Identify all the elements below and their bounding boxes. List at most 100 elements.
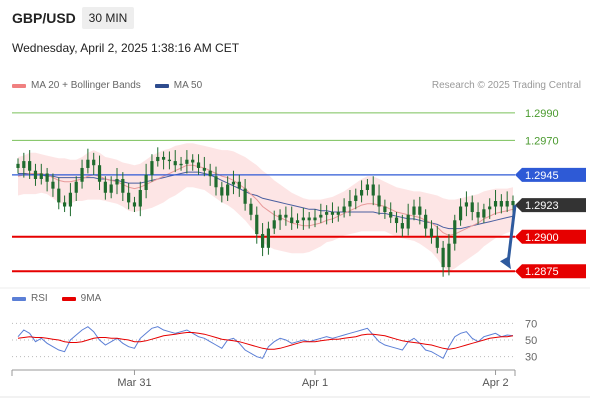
- 9ma-swatch: [61, 296, 76, 301]
- candle: [132, 196, 137, 213]
- candle-body: [28, 161, 32, 171]
- candle-body: [138, 190, 142, 207]
- level-tag-bg-3: [515, 198, 586, 213]
- candle-body: [348, 201, 352, 207]
- candle: [418, 196, 422, 225]
- candle-body: [22, 161, 26, 168]
- candle-body: [266, 228, 271, 248]
- candle: [342, 198, 346, 218]
- forecast-arrow-head: [500, 256, 511, 270]
- candle-body: [424, 214, 428, 229]
- candle-body: [488, 206, 492, 210]
- candle: [220, 181, 224, 203]
- copyright-text: Research © 2025 Trading Central: [431, 80, 581, 91]
- candle-body: [167, 159, 172, 162]
- candle-body: [412, 206, 416, 215]
- candle-body: [464, 202, 469, 207]
- candle-body: [74, 181, 78, 193]
- candle-body: [132, 202, 137, 207]
- candle: [441, 240, 445, 277]
- candle: [33, 163, 38, 186]
- candle: [138, 181, 142, 217]
- candle-body: [400, 223, 404, 229]
- candle-body: [115, 178, 119, 185]
- legend-item-ma50: MA 50: [154, 80, 202, 91]
- candle-body: [458, 206, 463, 221]
- candle: [278, 209, 282, 230]
- candle: [161, 151, 166, 170]
- candle: [16, 158, 20, 174]
- candle: [412, 199, 416, 221]
- candle-body: [284, 214, 288, 218]
- candle: [377, 184, 381, 215]
- candle-body: [447, 243, 451, 268]
- candle-body: [272, 220, 276, 229]
- candle: [307, 212, 311, 229]
- candle: [57, 177, 61, 210]
- candle-body: [394, 217, 399, 224]
- candle: [359, 180, 364, 203]
- x-tick-label: Apr 2: [482, 377, 508, 389]
- candle-body: [33, 170, 38, 179]
- candle-body: [325, 212, 329, 215]
- level-tag-bg-5: [515, 264, 586, 279]
- candle-body: [505, 201, 509, 207]
- candle: [249, 198, 253, 221]
- candle: [144, 163, 148, 199]
- candle: [493, 190, 498, 215]
- candle-body: [435, 236, 439, 248]
- candle-body: [121, 178, 125, 193]
- candle: [173, 150, 177, 173]
- candle-body: [476, 212, 480, 218]
- candle: [464, 191, 469, 217]
- candle-body: [371, 184, 375, 196]
- rsi-9ma-line: [17, 332, 514, 350]
- candle-body: [453, 220, 457, 244]
- candle: [208, 163, 212, 186]
- candle: [284, 206, 288, 226]
- candle-body: [313, 217, 317, 221]
- legend-item-9ma: 9MA: [61, 293, 102, 304]
- level-label-support-5: 1.2875: [525, 266, 559, 278]
- candle: [458, 198, 463, 226]
- candle-body: [144, 174, 148, 190]
- level-label-resistance-2: 1.2945: [525, 170, 559, 182]
- forecast-arrow-shaft: [506, 204, 517, 264]
- candle-body: [278, 214, 282, 221]
- candle: [80, 159, 84, 189]
- rsi-swatch: [12, 296, 26, 301]
- candle-body: [511, 201, 515, 206]
- candle-body: [202, 167, 206, 171]
- candle-body: [231, 181, 236, 185]
- top-bar: GBP/USD 30 MIN: [0, 0, 590, 37]
- candle-body: [16, 163, 20, 168]
- legend-label-9ma: 9MA: [80, 293, 102, 304]
- level-tag-bg-2: [515, 167, 586, 182]
- candle: [348, 190, 352, 217]
- candle: [86, 148, 90, 174]
- candle: [185, 150, 189, 174]
- candle: [156, 147, 160, 167]
- candle-body: [330, 212, 335, 215]
- candle: [260, 223, 265, 257]
- candle-body: [208, 170, 212, 177]
- candle-body: [220, 187, 224, 196]
- candle-body: [493, 201, 498, 207]
- candle-body: [86, 159, 90, 168]
- level-label-support-4: 1.2900: [525, 232, 559, 244]
- candle: [92, 152, 96, 175]
- candle: [313, 209, 317, 228]
- timeframe-button[interactable]: 30 MIN: [82, 7, 134, 29]
- candle: [231, 170, 236, 195]
- candle: [28, 150, 32, 179]
- candle-body: [383, 206, 387, 213]
- candle-body: [406, 214, 410, 229]
- rsi-line: [17, 326, 514, 359]
- candle: [202, 156, 206, 177]
- candle-body: [57, 188, 61, 203]
- candle: [115, 167, 119, 195]
- legend-label-rsi: RSI: [31, 293, 48, 304]
- candle: [354, 188, 358, 210]
- candle-body: [260, 234, 265, 248]
